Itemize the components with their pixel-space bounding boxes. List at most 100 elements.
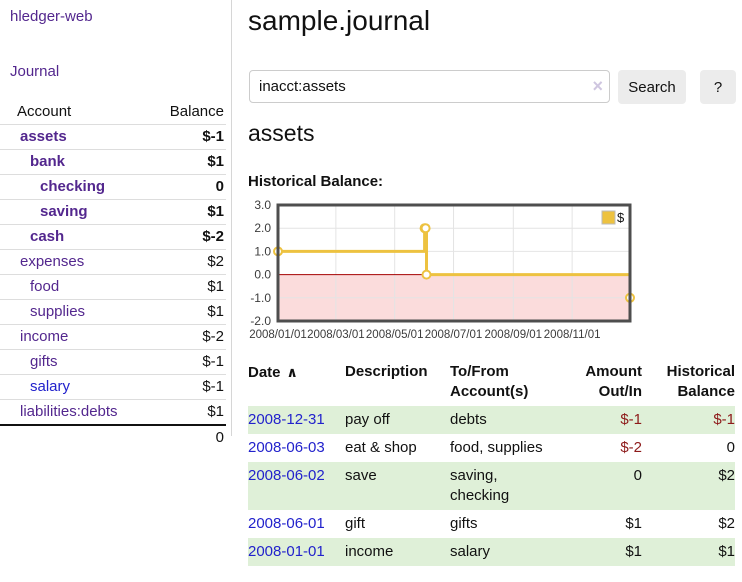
search-input[interactable]	[249, 70, 610, 103]
register-date-link[interactable]: 2008-06-01	[248, 515, 325, 532]
account-row: supplies $1	[0, 299, 226, 325]
accounts-total-row: 0	[0, 424, 226, 450]
register-header-row: Date ∧ Description To/From Account(s) Amount O…	[248, 358, 735, 406]
table-row: 2008-06-01 gift gifts $1 $2	[248, 510, 735, 538]
x-tick-label: 2008/09/01	[485, 329, 543, 341]
sidebar-account-link-checking[interactable]: checking	[40, 178, 106, 195]
register-accounts-cell: saving, checking	[450, 462, 580, 510]
sidebar-account-link-gifts[interactable]: gifts	[30, 353, 58, 370]
account-row: gifts $-1	[0, 349, 226, 375]
register-accounts-cell: debts	[450, 406, 580, 434]
help-button[interactable]: ?	[700, 70, 736, 104]
legend-label: $	[617, 210, 625, 225]
sidebar-account-link-expenses[interactable]: expenses	[20, 253, 85, 270]
sidebar-account-link-salary[interactable]: salary	[30, 378, 71, 395]
table-row: 2008-01-01 income salary $1 $1	[248, 538, 735, 566]
register-amount-cell: 0	[633, 467, 642, 484]
accounts-line: saving,	[450, 467, 498, 484]
accounts-header-row: Account Balance	[0, 100, 226, 125]
table-row: 2008-06-03 eat & shop food, supplies $-2 0	[248, 434, 735, 462]
data-point-marker	[420, 223, 431, 234]
y-tick-label: 3.0	[254, 198, 271, 212]
register-accounts-cell: food, supplies	[450, 434, 580, 462]
table-row: 2008-12-31 pay off debts $-1 $-1	[248, 406, 735, 434]
register-amount-cell: $-2	[620, 439, 642, 456]
account-row: checking 0	[0, 174, 226, 200]
register-date-link[interactable]: 2008-01-01	[248, 543, 325, 560]
register-balance-cell: $2	[718, 515, 735, 532]
sidebar-account-link-supplies[interactable]: supplies	[30, 303, 86, 320]
accounts-header-balance: Balance	[169, 103, 224, 120]
register-date-link[interactable]: 2008-06-03	[248, 439, 325, 456]
header-text: Date ∧	[248, 364, 298, 381]
brand-link[interactable]: hledger-web	[10, 8, 93, 25]
chart-title: Historical Balance:	[248, 173, 384, 190]
accounts-line: food, supplies	[450, 439, 543, 456]
register-date-cell: 2008-12-31	[248, 406, 345, 434]
register-accounts-cell: salary	[450, 538, 580, 566]
register-date-cell: 2008-06-03	[248, 434, 345, 462]
account-heading: assets	[248, 120, 315, 146]
register-description-cell: income	[345, 543, 394, 560]
sidebar: hledger-web Journal Account Balance asse…	[0, 0, 232, 450]
register-date-link[interactable]: 2008-06-02	[248, 467, 325, 484]
y-tick-label: 1.0	[254, 244, 271, 258]
header-text: Account(s)	[450, 383, 529, 400]
register-table: Date ∧ Description To/From Account(s) Amount O…	[248, 358, 735, 566]
accounts-total-balance: 0	[152, 424, 226, 450]
accounts-line: gifts	[450, 515, 478, 532]
y-tick-label: 2.0	[254, 221, 271, 235]
sidebar-item-journal[interactable]: Journal	[10, 63, 60, 80]
header-text: To/From	[450, 363, 509, 380]
account-balance: $1	[152, 399, 226, 425]
sidebar-account-link-income[interactable]: income	[20, 328, 69, 345]
account-balance: $2	[152, 249, 226, 275]
register-date-cell: 2008-01-01	[248, 538, 345, 566]
account-balance: $-1	[152, 349, 226, 375]
legend-swatch	[601, 210, 616, 225]
x-tick-label: 2008/01/01	[249, 329, 307, 341]
header-text: Out/In	[598, 383, 642, 400]
accounts-table: Account Balance assets $-1 bank $1 checking 0…	[0, 100, 226, 450]
register-balance-cell: $1	[718, 543, 735, 560]
account-balance: $1	[152, 199, 226, 225]
register-balance-cell: $-1	[713, 411, 735, 428]
x-tick-label: 2008/03/01	[307, 329, 365, 341]
account-balance: 0	[152, 174, 226, 200]
plot-border	[276, 203, 632, 323]
account-row: food $1	[0, 274, 226, 300]
data-point-marker	[421, 269, 432, 280]
sidebar-account-link-liabilities-debts[interactable]: liabilities:debts	[20, 403, 118, 420]
accounts-header-account: Account	[17, 103, 72, 120]
register-amount-cell: $-1	[620, 411, 642, 428]
sidebar-account-link-bank[interactable]: bank	[30, 153, 66, 170]
account-balance: $1	[152, 299, 226, 325]
register-date-cell: 2008-06-02	[248, 462, 345, 510]
accounts-line: checking	[450, 487, 510, 504]
y-tick-label: -2.0	[250, 314, 271, 328]
account-row: income $-2	[0, 324, 226, 350]
sidebar-account-link-assets[interactable]: assets	[20, 128, 67, 145]
x-tick-label: 2008/11/01	[544, 329, 601, 341]
register-header-amount: Amount Out/In	[580, 358, 642, 406]
register-accounts-cell: gifts	[450, 510, 580, 538]
register-date-link[interactable]: 2008-12-31	[248, 411, 325, 428]
account-row: bank $1	[0, 149, 226, 175]
y-tick-label: -1.0	[250, 291, 271, 305]
register-balance-cell: 0	[726, 439, 735, 456]
register-header-date[interactable]: Date ∧	[248, 358, 345, 406]
account-row: expenses $2	[0, 249, 226, 275]
x-tick-label: 2008/07/01	[425, 329, 483, 341]
search-form: ×	[249, 70, 610, 103]
search-button[interactable]: Search	[618, 70, 686, 104]
account-balance: $-1	[152, 124, 226, 150]
register-description-cell: pay off	[345, 411, 390, 428]
sidebar-account-link-food[interactable]: food	[30, 278, 60, 295]
sidebar-account-link-saving[interactable]: saving	[40, 203, 88, 220]
table-row: 2008-06-02 save saving, checking 0 $2	[248, 462, 735, 510]
y-tick-label: 0.0	[254, 268, 271, 282]
register-header-tofrom: To/From Account(s)	[450, 358, 580, 406]
clear-search-icon[interactable]: ×	[592, 76, 603, 96]
sidebar-account-link-cash[interactable]: cash	[30, 228, 65, 245]
